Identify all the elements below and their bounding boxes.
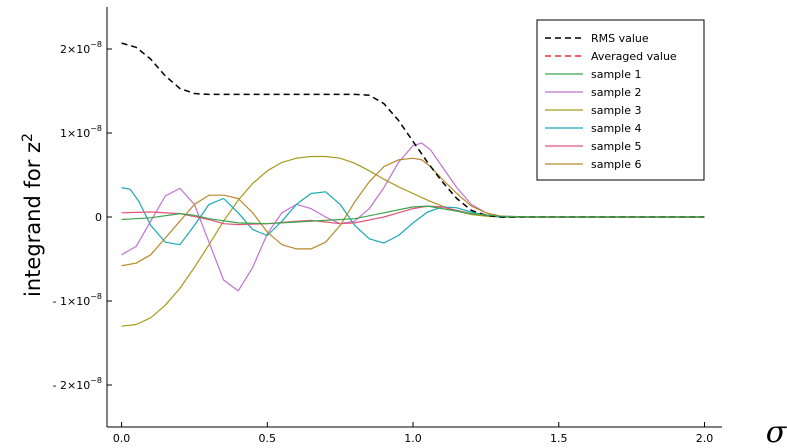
series-line-sample-6 <box>121 157 705 267</box>
legend-label: sample 2 <box>591 86 642 99</box>
x-tick-label: 1.5 <box>550 432 568 445</box>
legend-label: sample 3 <box>591 104 642 117</box>
y-ticks: 2×10−8 1×10−8 0 - 1×10−8 - 2×10−8 <box>53 40 112 392</box>
x-tick-label: 0.5 <box>259 432 277 445</box>
legend: RMS value Averaged value sample 1 sample 2 s… <box>536 19 705 181</box>
series-line-sample-5 <box>121 205 705 226</box>
series-line-sample-1 <box>121 205 705 225</box>
y-tick-label: - 2×10−8 <box>53 376 102 392</box>
x-tick-label: 1.0 <box>404 432 422 445</box>
legend-label: Averaged value <box>591 50 677 63</box>
legend-label: sample 1 <box>591 68 642 81</box>
series-lines <box>121 42 705 327</box>
legend-box <box>536 19 705 181</box>
x-axis-label: σ <box>766 415 787 448</box>
legend-label: sample 5 <box>591 140 642 153</box>
y-axis-label: integrand for z2 <box>20 133 45 297</box>
series-line-sample-3 <box>121 155 705 327</box>
series-line-sample-4 <box>121 187 705 246</box>
y-tick-label: 2×10−8 <box>60 40 102 56</box>
y-tick-label: 1×10−8 <box>60 124 102 140</box>
x-tick-label: 2.0 <box>696 432 714 445</box>
y-tick-label: 0 <box>95 211 102 224</box>
legend-label: sample 4 <box>591 122 642 135</box>
x-tick-label: 0.0 <box>113 432 131 445</box>
legend-label: RMS value <box>591 32 649 45</box>
series-line-rms-value <box>121 42 705 218</box>
legend-label: sample 6 <box>591 158 642 171</box>
x-ticks: 0.0 0.5 1.0 1.5 2.0 <box>113 422 713 445</box>
y-tick-label: - 1×10−8 <box>53 292 102 308</box>
